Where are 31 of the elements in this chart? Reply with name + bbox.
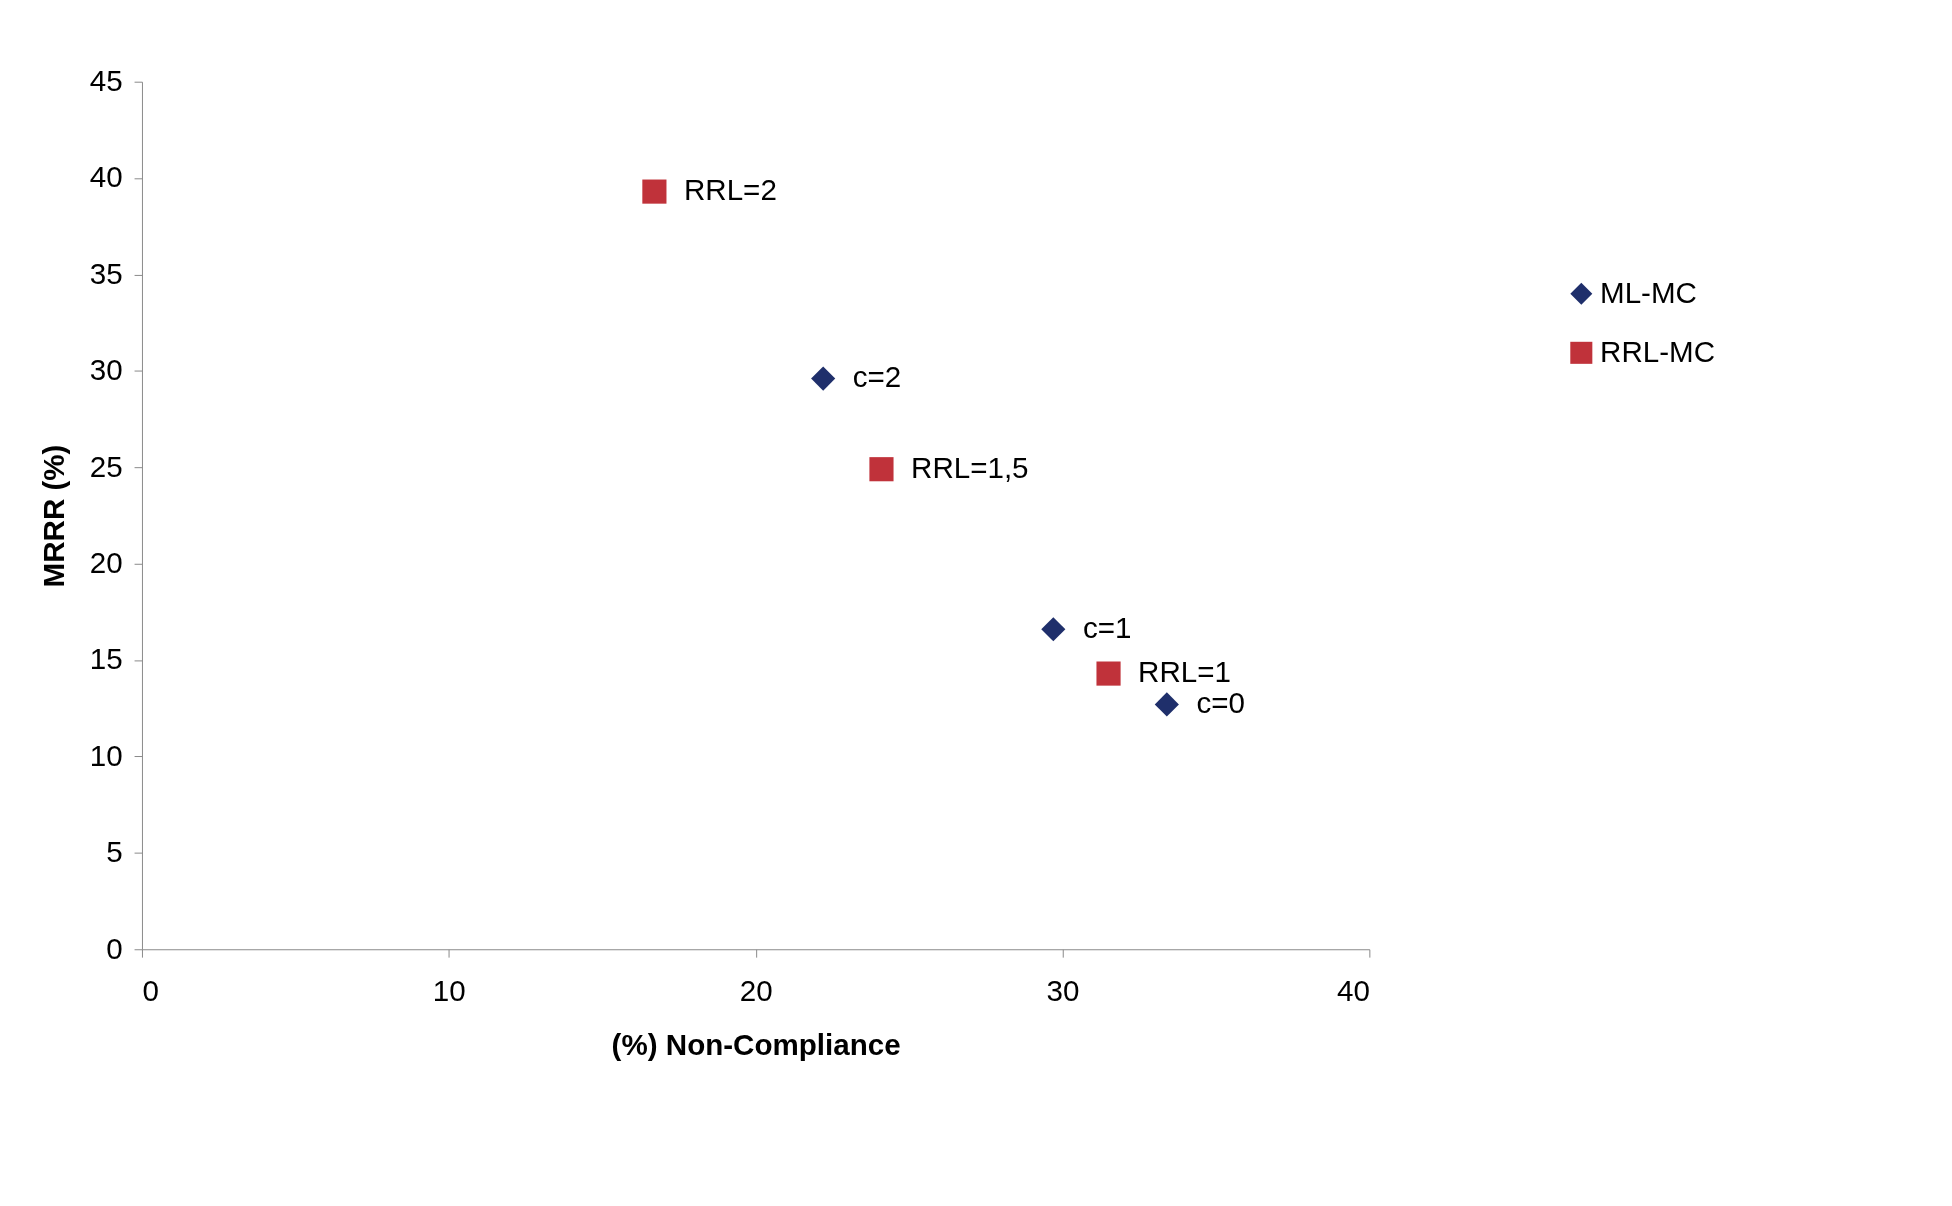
y-tick-label: 45 — [89, 64, 123, 98]
annotation: RRL=1 — [1138, 655, 1231, 689]
y-tick-label: 20 — [89, 546, 123, 580]
x-tick-label: 10 — [432, 974, 466, 1008]
legend-label: RRL-MC — [1600, 334, 1716, 368]
x-tick-label: 0 — [142, 974, 159, 1008]
x-tick-label: 30 — [1046, 974, 1080, 1008]
annotation: RRL=2 — [683, 173, 777, 207]
point — [1154, 692, 1179, 717]
x-axis-title: (%) Non-Compliance — [611, 1028, 901, 1062]
annotation: c=0 — [1196, 686, 1245, 720]
y-axis-title: MRRR (%) — [37, 444, 71, 588]
annotation: c=2 — [852, 360, 902, 394]
y-tick-label: 30 — [89, 353, 123, 387]
x-tick-label: 40 — [1336, 974, 1370, 1008]
y-tick-label: 40 — [89, 160, 123, 194]
y-tick-label: 35 — [89, 256, 123, 290]
point — [642, 179, 667, 204]
x-tick-label: 20 — [739, 974, 773, 1008]
annotation: RRL=1,5 — [911, 451, 1029, 485]
y-tick-label: 0 — [106, 931, 123, 965]
y-tick-label: 25 — [89, 449, 123, 483]
legend-label: ML-MC — [1600, 275, 1697, 309]
y-tick-label: 15 — [89, 642, 123, 676]
annotation: c=1 — [1082, 611, 1132, 645]
point — [869, 457, 894, 482]
y-tick-label: 10 — [89, 738, 123, 772]
y-tick-label: 5 — [106, 835, 123, 869]
point — [811, 366, 836, 391]
point — [1041, 617, 1066, 642]
point — [1096, 661, 1121, 686]
